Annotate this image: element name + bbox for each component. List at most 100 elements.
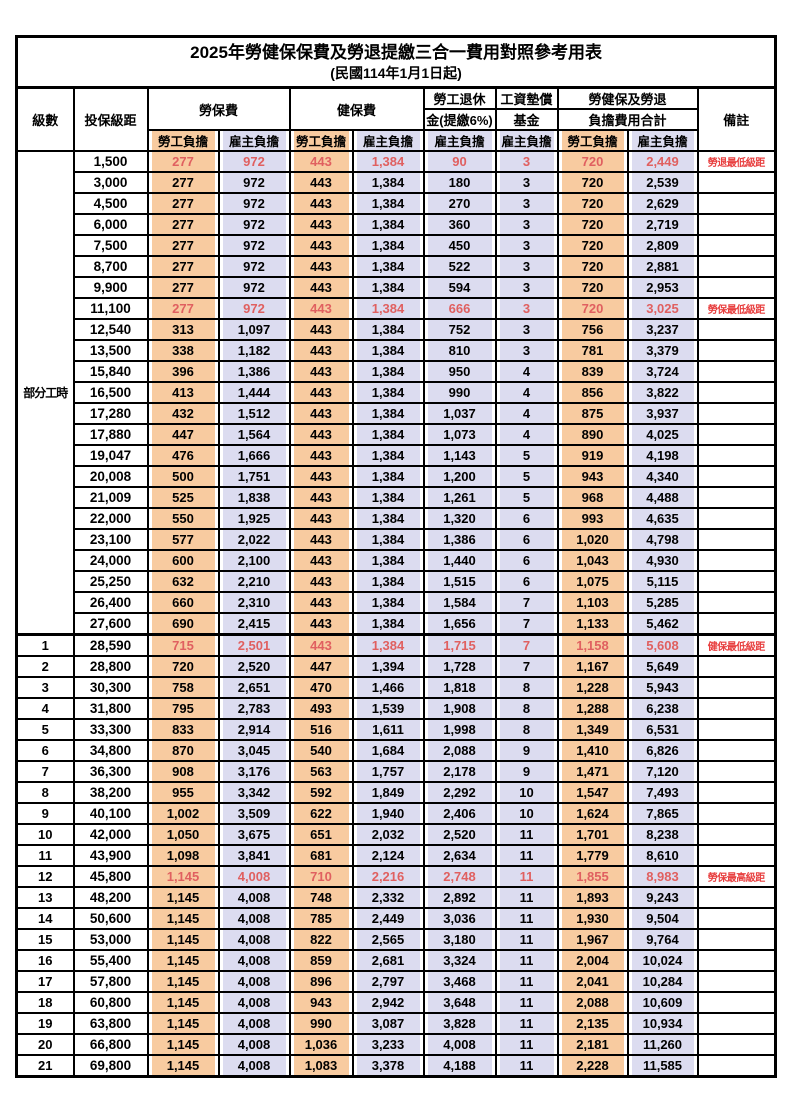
labor-insurance-employee-cell: 870 — [146, 739, 220, 762]
note-cell — [696, 676, 777, 699]
table-row: 8 38,200 955 3,342 592 1,849 2,292 10 1,547 7,493 — [15, 781, 777, 804]
labor-insurance-employer-cell: 4,008 — [217, 886, 291, 909]
pension-employer-cell: 270 — [422, 192, 497, 215]
health-insurance-employer-cell: 1,384 — [351, 633, 425, 657]
health-insurance-employee-cell: 443 — [288, 402, 354, 425]
subheader-wage-fund-employer: 雇主負擔 — [494, 129, 559, 152]
total-employer-cell: 2,809 — [626, 234, 699, 257]
pension-employer-cell: 990 — [422, 381, 497, 404]
note-cell — [696, 402, 777, 425]
level-cell: 12 — [15, 865, 75, 888]
table-row: 部分工時 1,500 277 972 443 1,384 90 3 720 2,449 勞退最低級距 — [15, 150, 777, 636]
total-employer-cell: 3,724 — [626, 360, 699, 383]
labor-insurance-employer-cell: 4,008 — [217, 970, 291, 993]
health-insurance-employee-cell: 443 — [288, 444, 354, 467]
table-row: 9,900 277 972 443 1,384 594 3 720 2,953 — [17, 276, 777, 299]
table-row: 12 45,800 1,145 4,008 710 2,216 2,748 11 1,855 8,… — [15, 865, 777, 888]
wage-fund-employer-cell: 6 — [494, 570, 559, 593]
wage-fund-employer-cell: 7 — [494, 633, 559, 657]
labor-insurance-employee-cell: 600 — [146, 549, 220, 572]
subheader-health-employee: 勞工負擔 — [288, 129, 354, 152]
note-cell — [696, 465, 777, 488]
wage-fund-employer-cell: 4 — [494, 360, 559, 383]
labor-insurance-employer-cell: 972 — [217, 234, 291, 257]
labor-insurance-employee-cell: 720 — [146, 655, 220, 678]
pension-employer-cell: 950 — [422, 360, 497, 383]
pension-employer-cell: 1,200 — [422, 465, 497, 488]
bracket-cell: 43,900 — [72, 844, 149, 867]
labor-insurance-employee-cell: 500 — [146, 465, 220, 488]
employee-share-label: 勞工負擔 — [561, 132, 624, 149]
pension-employer-cell: 2,406 — [422, 802, 497, 825]
health-insurance-employer-cell: 1,384 — [351, 507, 425, 530]
table-row: 17,880 447 1,564 443 1,384 1,073 4 890 4,025 — [17, 423, 777, 446]
health-insurance-employee-cell: 516 — [288, 718, 354, 741]
level-cell: 16 — [15, 949, 75, 972]
bracket-cell: 12,540 — [72, 318, 149, 341]
health-insurance-employee-cell: 622 — [288, 802, 354, 825]
pension-employer-cell: 1,715 — [422, 633, 497, 657]
health-insurance-employer-cell: 1,384 — [351, 486, 425, 509]
health-insurance-employer-cell: 1,384 — [351, 234, 425, 257]
labor-insurance-employer-cell: 1,182 — [217, 339, 291, 362]
wage-fund-employer-cell: 11 — [494, 1012, 559, 1035]
labor-insurance-employee-cell: 277 — [146, 150, 220, 173]
pension-employer-cell: 522 — [422, 255, 497, 278]
total-employee-cell: 919 — [556, 444, 629, 467]
col-header-bracket: 投保級距 — [72, 86, 149, 152]
table-row: 22,000 550 1,925 443 1,384 1,320 6 993 4,635 — [17, 507, 777, 530]
total-employer-cell: 4,340 — [626, 465, 699, 488]
total-employer-cell: 8,983 — [626, 865, 699, 888]
total-employee-cell: 720 — [556, 150, 629, 173]
bracket-cell: 9,900 — [72, 276, 149, 299]
total-employee-cell: 1,167 — [556, 655, 629, 678]
wage-fund-employer-cell: 9 — [494, 760, 559, 783]
table-row: 24,000 600 2,100 443 1,384 1,440 6 1,043 4,930 — [17, 549, 777, 572]
premium-reference-table: 2025年勞健保保費及勞退提繳三合一費用對照參考用表 (民國114年1月1日起)… — [15, 35, 778, 1078]
health-insurance-employer-cell: 2,942 — [351, 991, 425, 1014]
col-header-pension-line1: 勞工退休 — [422, 86, 497, 110]
note-cell — [696, 612, 777, 636]
pension-employer-cell: 1,143 — [422, 444, 497, 467]
health-insurance-employer-cell: 1,384 — [351, 570, 425, 593]
bracket-cell: 31,800 — [72, 697, 149, 720]
pension-employer-cell: 3,648 — [422, 991, 497, 1014]
note-cell — [696, 192, 777, 215]
bracket-cell: 17,880 — [72, 423, 149, 446]
table-row: 3 30,300 758 2,651 470 1,466 1,818 8 1,228 5,943 — [15, 676, 777, 699]
pension-employer-cell: 1,656 — [422, 612, 497, 636]
health-insurance-employer-cell: 2,565 — [351, 928, 425, 951]
bracket-cell: 66,800 — [72, 1033, 149, 1056]
table-row: 21 69,800 1,145 4,008 1,083 3,378 4,188 11 2,228… — [15, 1054, 777, 1078]
health-insurance-employee-cell: 443 — [288, 465, 354, 488]
health-insurance-employee-cell: 443 — [288, 423, 354, 446]
table-row: 7,500 277 972 443 1,384 450 3 720 2,809 — [17, 234, 777, 257]
table-row: 27,600 690 2,415 443 1,384 1,656 7 1,133 5,462 — [17, 612, 777, 636]
bracket-cell: 7,500 — [72, 234, 149, 257]
labor-insurance-employer-cell: 1,925 — [217, 507, 291, 530]
table-row: 1 28,590 715 2,501 443 1,384 1,715 7 1,158 5,608 健… — [15, 633, 777, 657]
labor-insurance-employer-cell: 1,564 — [217, 423, 291, 446]
table-row: 23,100 577 2,022 443 1,384 1,386 6 1,020 4,798 — [17, 528, 777, 551]
wage-fund-employer-cell: 11 — [494, 1054, 559, 1078]
bracket-cell: 23,100 — [72, 528, 149, 551]
wage-fund-employer-cell: 11 — [494, 823, 559, 846]
labor-insurance-employee-cell: 277 — [146, 276, 220, 299]
note-cell — [696, 697, 777, 720]
note-cell — [696, 276, 777, 299]
total-employer-cell: 3,237 — [626, 318, 699, 341]
pension-employer-cell: 3,180 — [422, 928, 497, 951]
pension-employer-cell: 2,634 — [422, 844, 497, 867]
bracket-cell: 8,700 — [72, 255, 149, 278]
table-row: 4 31,800 795 2,783 493 1,539 1,908 8 1,288 6,238 — [15, 697, 777, 720]
wage-fund-employer-cell: 11 — [494, 844, 559, 867]
labor-insurance-employee-cell: 525 — [146, 486, 220, 509]
health-insurance-employer-cell: 1,384 — [351, 171, 425, 194]
total-employee-cell: 720 — [556, 297, 629, 320]
total-employer-cell: 4,198 — [626, 444, 699, 467]
table-row: 14 50,600 1,145 4,008 785 2,449 3,036 11 1,930 9,… — [15, 907, 777, 930]
labor-insurance-employee-cell: 577 — [146, 528, 220, 551]
wage-fund-employer-cell: 3 — [494, 150, 559, 173]
bracket-cell: 63,800 — [72, 1012, 149, 1035]
